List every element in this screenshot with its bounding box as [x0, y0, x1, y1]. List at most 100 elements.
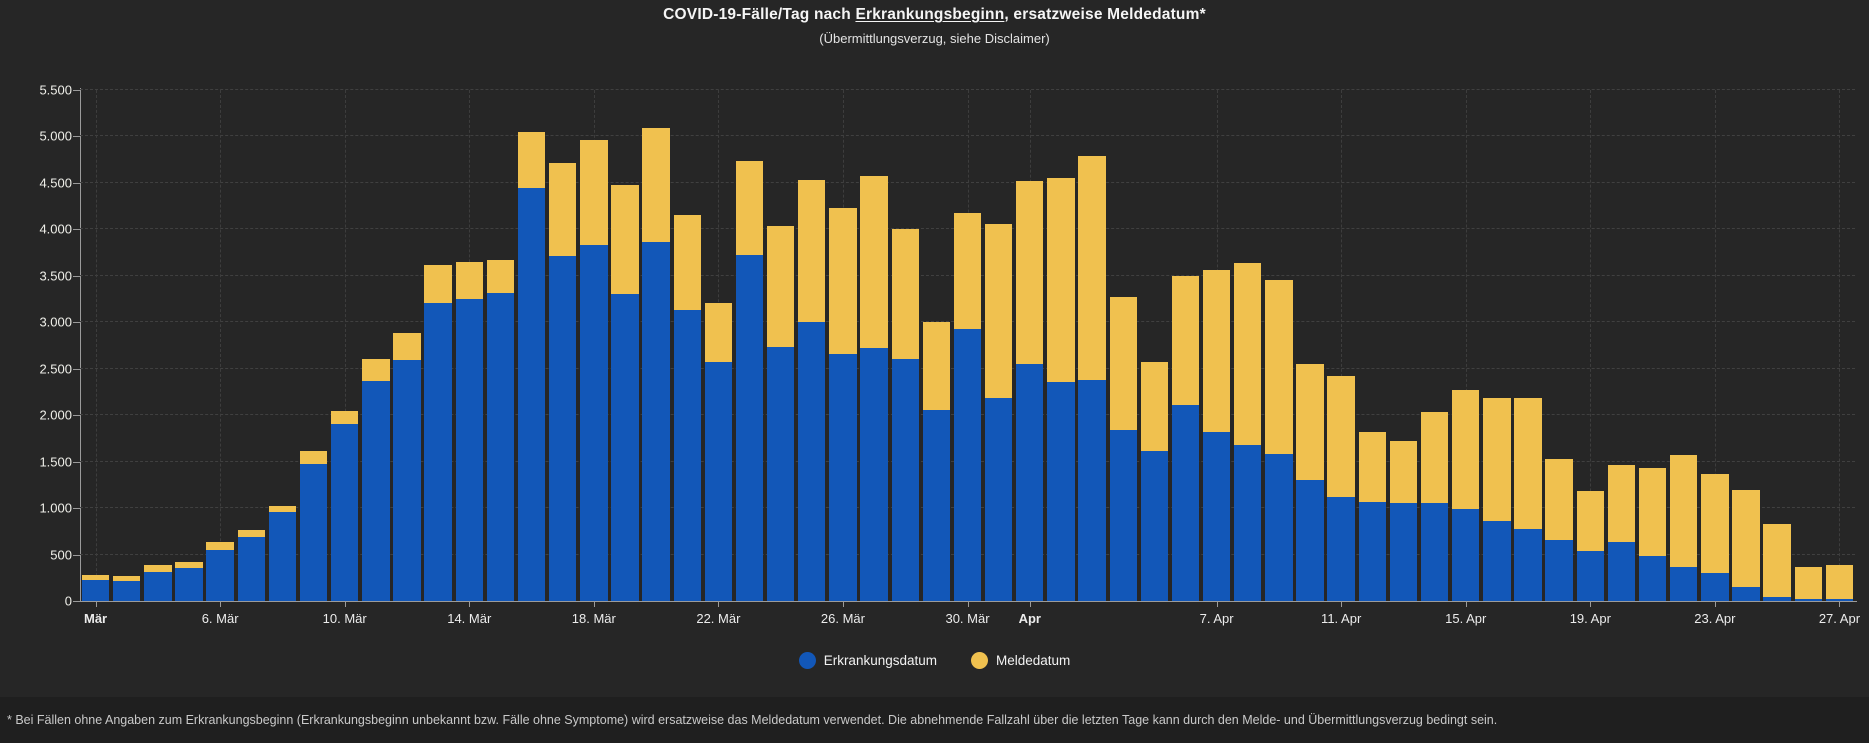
- bar-erkrankungsdatum-12-Mär[interactable]: [393, 360, 421, 601]
- bar-meldedatum-12-Mär[interactable]: [393, 333, 421, 361]
- bar-meldedatum-19-Apr[interactable]: [1576, 491, 1604, 551]
- bar-erkrankungsdatum-19-Apr[interactable]: [1576, 550, 1604, 601]
- bar-meldedatum-23-Mär[interactable]: [735, 160, 764, 256]
- bar-erkrankungsdatum-13-Apr[interactable]: [1389, 503, 1418, 601]
- bar-meldedatum-16-Mär[interactable]: [517, 131, 546, 188]
- bar-meldedatum-4-Mär[interactable]: [144, 564, 172, 572]
- bar-erkrankungsdatum-8-Apr[interactable]: [1234, 444, 1262, 601]
- bar-erkrankungsdatum-7-Apr[interactable]: [1202, 431, 1231, 601]
- bar-erkrankungsdatum-14-Apr[interactable]: [1420, 502, 1449, 601]
- bar-erkrankungsdatum-29-Mär[interactable]: [922, 409, 951, 601]
- bar-erkrankungsdatum-7-Mär[interactable]: [237, 536, 265, 601]
- bar-erkrankungsdatum-22-Mär[interactable]: [704, 362, 733, 601]
- bar-meldedatum-25-Mär[interactable]: [798, 180, 826, 323]
- bar-meldedatum-2-Apr[interactable]: [1047, 178, 1075, 382]
- bar-meldedatum-20-Apr[interactable]: [1607, 465, 1636, 543]
- bar-meldedatum-18-Mär[interactable]: [580, 140, 608, 246]
- bar-erkrankungsdatum-6-Apr[interactable]: [1171, 404, 1200, 601]
- bar-meldedatum-18-Apr[interactable]: [1545, 458, 1573, 540]
- bar-erkrankungsdatum-11-Apr[interactable]: [1327, 496, 1355, 601]
- bar-erkrankungsdatum-6-Mär[interactable]: [206, 549, 234, 601]
- bar-erkrankungsdatum-9-Mär[interactable]: [299, 464, 328, 601]
- bar-erkrankungsdatum-20-Mär[interactable]: [642, 242, 670, 601]
- bar-meldedatum-22-Mär[interactable]: [704, 302, 733, 363]
- bar-meldedatum-14-Apr[interactable]: [1420, 412, 1449, 503]
- bar-erkrankungsdatum-16-Mär[interactable]: [517, 187, 546, 601]
- bar-erkrankungsdatum-10-Apr[interactable]: [1296, 480, 1324, 601]
- bar-erkrankungsdatum-25-Apr[interactable]: [1763, 597, 1791, 601]
- bar-meldedatum-1-Apr[interactable]: [1016, 181, 1044, 365]
- bar-meldedatum-13-Apr[interactable]: [1389, 441, 1418, 504]
- bar-erkrankungsdatum-18-Apr[interactable]: [1545, 539, 1573, 601]
- bar-erkrankungsdatum-4-Apr[interactable]: [1109, 430, 1137, 601]
- bar-meldedatum-26-Mär[interactable]: [829, 208, 857, 354]
- bar-erkrankungsdatum-5-Mär[interactable]: [175, 568, 203, 601]
- bar-erkrankungsdatum-25-Mär[interactable]: [798, 322, 826, 601]
- bar-meldedatum-7-Apr[interactable]: [1202, 270, 1231, 432]
- bar-meldedatum-27-Apr[interactable]: [1825, 564, 1854, 600]
- bar-meldedatum-16-Apr[interactable]: [1483, 397, 1511, 522]
- bar-meldedatum-24-Apr[interactable]: [1732, 489, 1760, 588]
- bar-erkrankungsdatum-15-Mär[interactable]: [486, 293, 515, 601]
- bar-erkrankungsdatum-4-Mär[interactable]: [144, 571, 172, 601]
- bar-meldedatum-25-Apr[interactable]: [1763, 523, 1791, 598]
- bar-erkrankungsdatum-28-Mär[interactable]: [891, 359, 919, 601]
- bar-erkrankungsdatum-18-Mär[interactable]: [580, 245, 608, 601]
- bar-erkrankungsdatum-21-Apr[interactable]: [1638, 556, 1667, 601]
- bar-erkrankungsdatum-24-Mär[interactable]: [766, 347, 795, 601]
- bar-erkrankungsdatum-26-Mär[interactable]: [829, 353, 857, 601]
- bar-meldedatum-6-Mär[interactable]: [206, 542, 234, 550]
- bar-meldedatum-15-Mär[interactable]: [486, 260, 515, 294]
- bar-meldedatum-8-Mär[interactable]: [268, 506, 297, 512]
- bar-erkrankungsdatum-3-Apr[interactable]: [1078, 379, 1106, 601]
- bar-erkrankungsdatum-9-Apr[interactable]: [1265, 454, 1293, 601]
- bar-erkrankungsdatum-14-Mär[interactable]: [455, 299, 483, 601]
- bar-meldedatum-6-Apr[interactable]: [1171, 275, 1200, 405]
- bar-meldedatum-26-Apr[interactable]: [1794, 566, 1822, 600]
- bar-meldedatum-8-Apr[interactable]: [1234, 262, 1262, 445]
- bar-erkrankungsdatum-21-Mär[interactable]: [673, 310, 701, 601]
- bar-meldedatum-31-Mär[interactable]: [984, 223, 1013, 399]
- bar-erkrankungsdatum-17-Apr[interactable]: [1514, 528, 1542, 601]
- bar-meldedatum-10-Apr[interactable]: [1296, 364, 1324, 481]
- bar-erkrankungsdatum-31-Mär[interactable]: [984, 398, 1013, 601]
- bar-meldedatum-7-Mär[interactable]: [237, 530, 265, 537]
- bar-meldedatum-30-Mär[interactable]: [953, 212, 982, 329]
- bar-meldedatum-11-Apr[interactable]: [1327, 376, 1355, 497]
- bar-erkrankungsdatum-16-Apr[interactable]: [1483, 521, 1511, 601]
- bar-meldedatum-9-Apr[interactable]: [1265, 280, 1293, 455]
- bar-meldedatum-12-Apr[interactable]: [1358, 431, 1386, 502]
- bar-erkrankungsdatum-24-Apr[interactable]: [1732, 587, 1760, 601]
- bar-meldedatum-5-Apr[interactable]: [1140, 362, 1169, 451]
- bar-erkrankungsdatum-1-Apr[interactable]: [1016, 364, 1044, 601]
- bar-meldedatum-24-Mär[interactable]: [766, 225, 795, 348]
- bar-meldedatum-13-Mär[interactable]: [424, 264, 452, 303]
- bar-erkrankungsdatum-12-Apr[interactable]: [1358, 501, 1386, 601]
- bar-meldedatum-20-Mär[interactable]: [642, 128, 670, 243]
- bar-erkrankungsdatum-26-Apr[interactable]: [1794, 599, 1822, 601]
- bar-erkrankungsdatum-30-Mär[interactable]: [953, 328, 982, 601]
- bar-meldedatum-21-Mär[interactable]: [673, 215, 701, 311]
- bar-meldedatum-3-Mär[interactable]: [113, 575, 141, 581]
- bar-meldedatum-14-Mär[interactable]: [455, 261, 483, 300]
- bar-erkrankungsdatum-2-Mär[interactable]: [81, 579, 110, 601]
- bar-meldedatum-15-Apr[interactable]: [1452, 390, 1480, 510]
- bar-erkrankungsdatum-2-Apr[interactable]: [1047, 381, 1075, 601]
- bar-erkrankungsdatum-27-Apr[interactable]: [1825, 599, 1854, 601]
- bar-meldedatum-21-Apr[interactable]: [1638, 468, 1667, 557]
- bar-erkrankungsdatum-15-Apr[interactable]: [1452, 509, 1480, 601]
- bar-meldedatum-22-Apr[interactable]: [1670, 455, 1698, 567]
- bar-meldedatum-9-Mär[interactable]: [299, 451, 328, 465]
- bar-erkrankungsdatum-13-Mär[interactable]: [424, 302, 452, 601]
- bar-meldedatum-17-Mär[interactable]: [548, 163, 577, 257]
- bar-erkrankungsdatum-23-Mär[interactable]: [735, 255, 764, 601]
- bar-erkrankungsdatum-5-Apr[interactable]: [1140, 450, 1169, 601]
- bar-meldedatum-2-Mär[interactable]: [81, 575, 110, 580]
- bar-meldedatum-4-Apr[interactable]: [1109, 297, 1137, 431]
- bar-erkrankungsdatum-10-Mär[interactable]: [330, 424, 359, 601]
- bar-erkrankungsdatum-17-Mär[interactable]: [548, 256, 577, 601]
- bar-erkrankungsdatum-22-Apr[interactable]: [1670, 566, 1698, 601]
- bar-meldedatum-23-Apr[interactable]: [1701, 473, 1729, 574]
- bar-erkrankungsdatum-27-Mär[interactable]: [860, 348, 888, 601]
- bar-erkrankungsdatum-20-Apr[interactable]: [1607, 542, 1636, 601]
